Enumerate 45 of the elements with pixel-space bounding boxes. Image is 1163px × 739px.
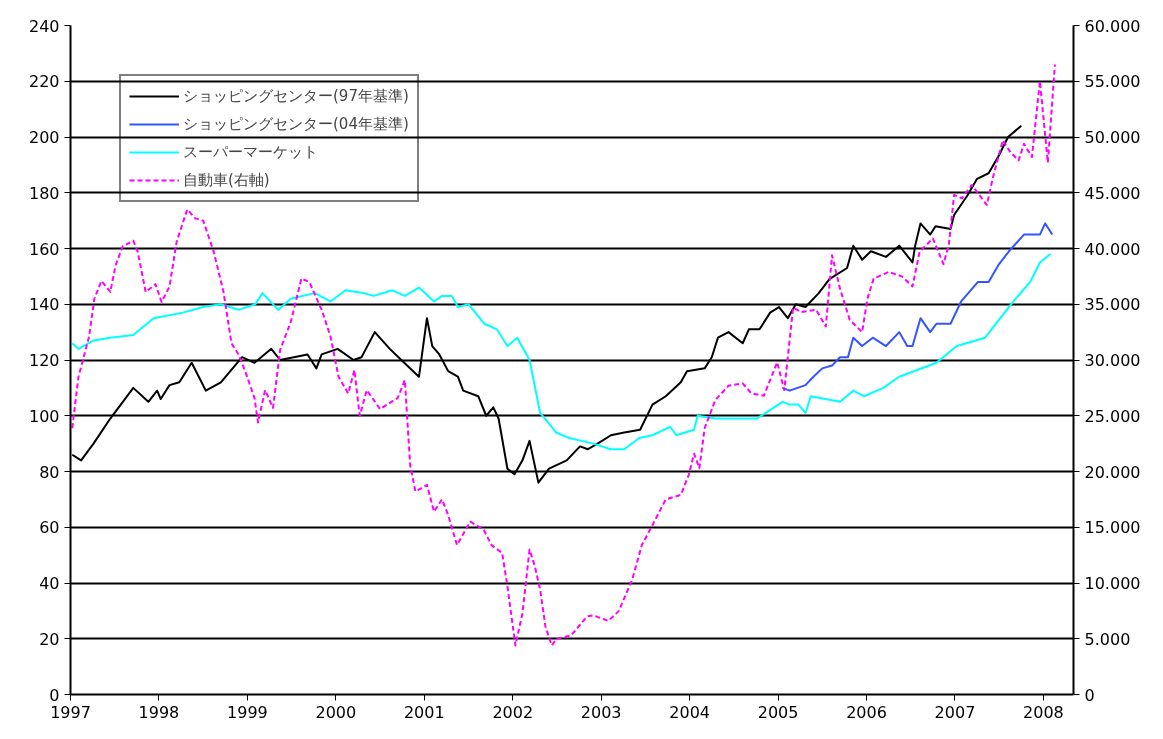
y-tick-label: 160 <box>28 239 60 259</box>
y2-tick-label: 20.000 <box>1084 462 1141 482</box>
y2-tick-label: 10.000 <box>1084 574 1141 593</box>
line-series <box>71 253 1052 451</box>
x-tick-label: 2000 <box>315 702 357 722</box>
legend-label: スーパーマーケット <box>183 141 318 163</box>
y2-tick-label: 60.000 <box>1084 16 1141 36</box>
y-tick-label: 180 <box>28 183 60 203</box>
y-tick-label: 20 <box>39 629 60 649</box>
legend-label: ショッピングセンター(04年基準) <box>183 113 409 135</box>
x-tick-label: 2004 <box>669 702 710 722</box>
y-tick-label: 120 <box>28 351 60 370</box>
y-tick-label: 200 <box>28 128 60 147</box>
x-tick-label: 2008 <box>1023 702 1064 722</box>
x-tick-label: 2007 <box>934 702 976 722</box>
line-series <box>71 63 1056 647</box>
x-tick-label: 1997 <box>50 702 91 722</box>
y2-tick-label: 15.000 <box>1084 518 1141 538</box>
y-tick-label: 0 <box>49 685 60 705</box>
y2-tick-label: 35.000 <box>1084 295 1141 315</box>
line-series <box>781 222 1054 392</box>
x-tick-label: 2005 <box>757 702 799 722</box>
legend-label: ショッピングセンター(97年基準) <box>183 85 409 107</box>
x-tick-label: 2006 <box>846 702 887 722</box>
y-tick-label: 40 <box>39 574 60 593</box>
y2-tick-label: 30.000 <box>1084 351 1141 370</box>
legend-label: 自動車(右軸) <box>183 169 270 191</box>
y2-tick-label: 55.000 <box>1084 72 1141 92</box>
y-tick-label: 140 <box>28 295 60 315</box>
y-tick-label: 240 <box>28 16 60 36</box>
y2-tick-label: 45.000 <box>1084 183 1141 203</box>
y2-tick-label: 25.000 <box>1084 406 1141 426</box>
y2-tick-label: 40.000 <box>1084 239 1141 259</box>
y2-tick-label: 50.000 <box>1084 128 1141 147</box>
x-tick-label: 1998 <box>138 702 180 722</box>
y-tick-label: 220 <box>28 72 60 92</box>
y-tick-label: 60 <box>39 518 60 538</box>
x-tick-label: 2001 <box>403 702 445 722</box>
x-tick-label: 1999 <box>227 702 268 722</box>
y-tick-label: 80 <box>39 462 60 482</box>
y-tick-label: 100 <box>28 406 60 426</box>
x-tick-label: 2003 <box>580 702 622 722</box>
y2-tick-label: 0 <box>1084 685 1095 705</box>
x-tick-label: 2002 <box>492 702 534 722</box>
y2-tick-label: 5.000 <box>1084 629 1131 649</box>
